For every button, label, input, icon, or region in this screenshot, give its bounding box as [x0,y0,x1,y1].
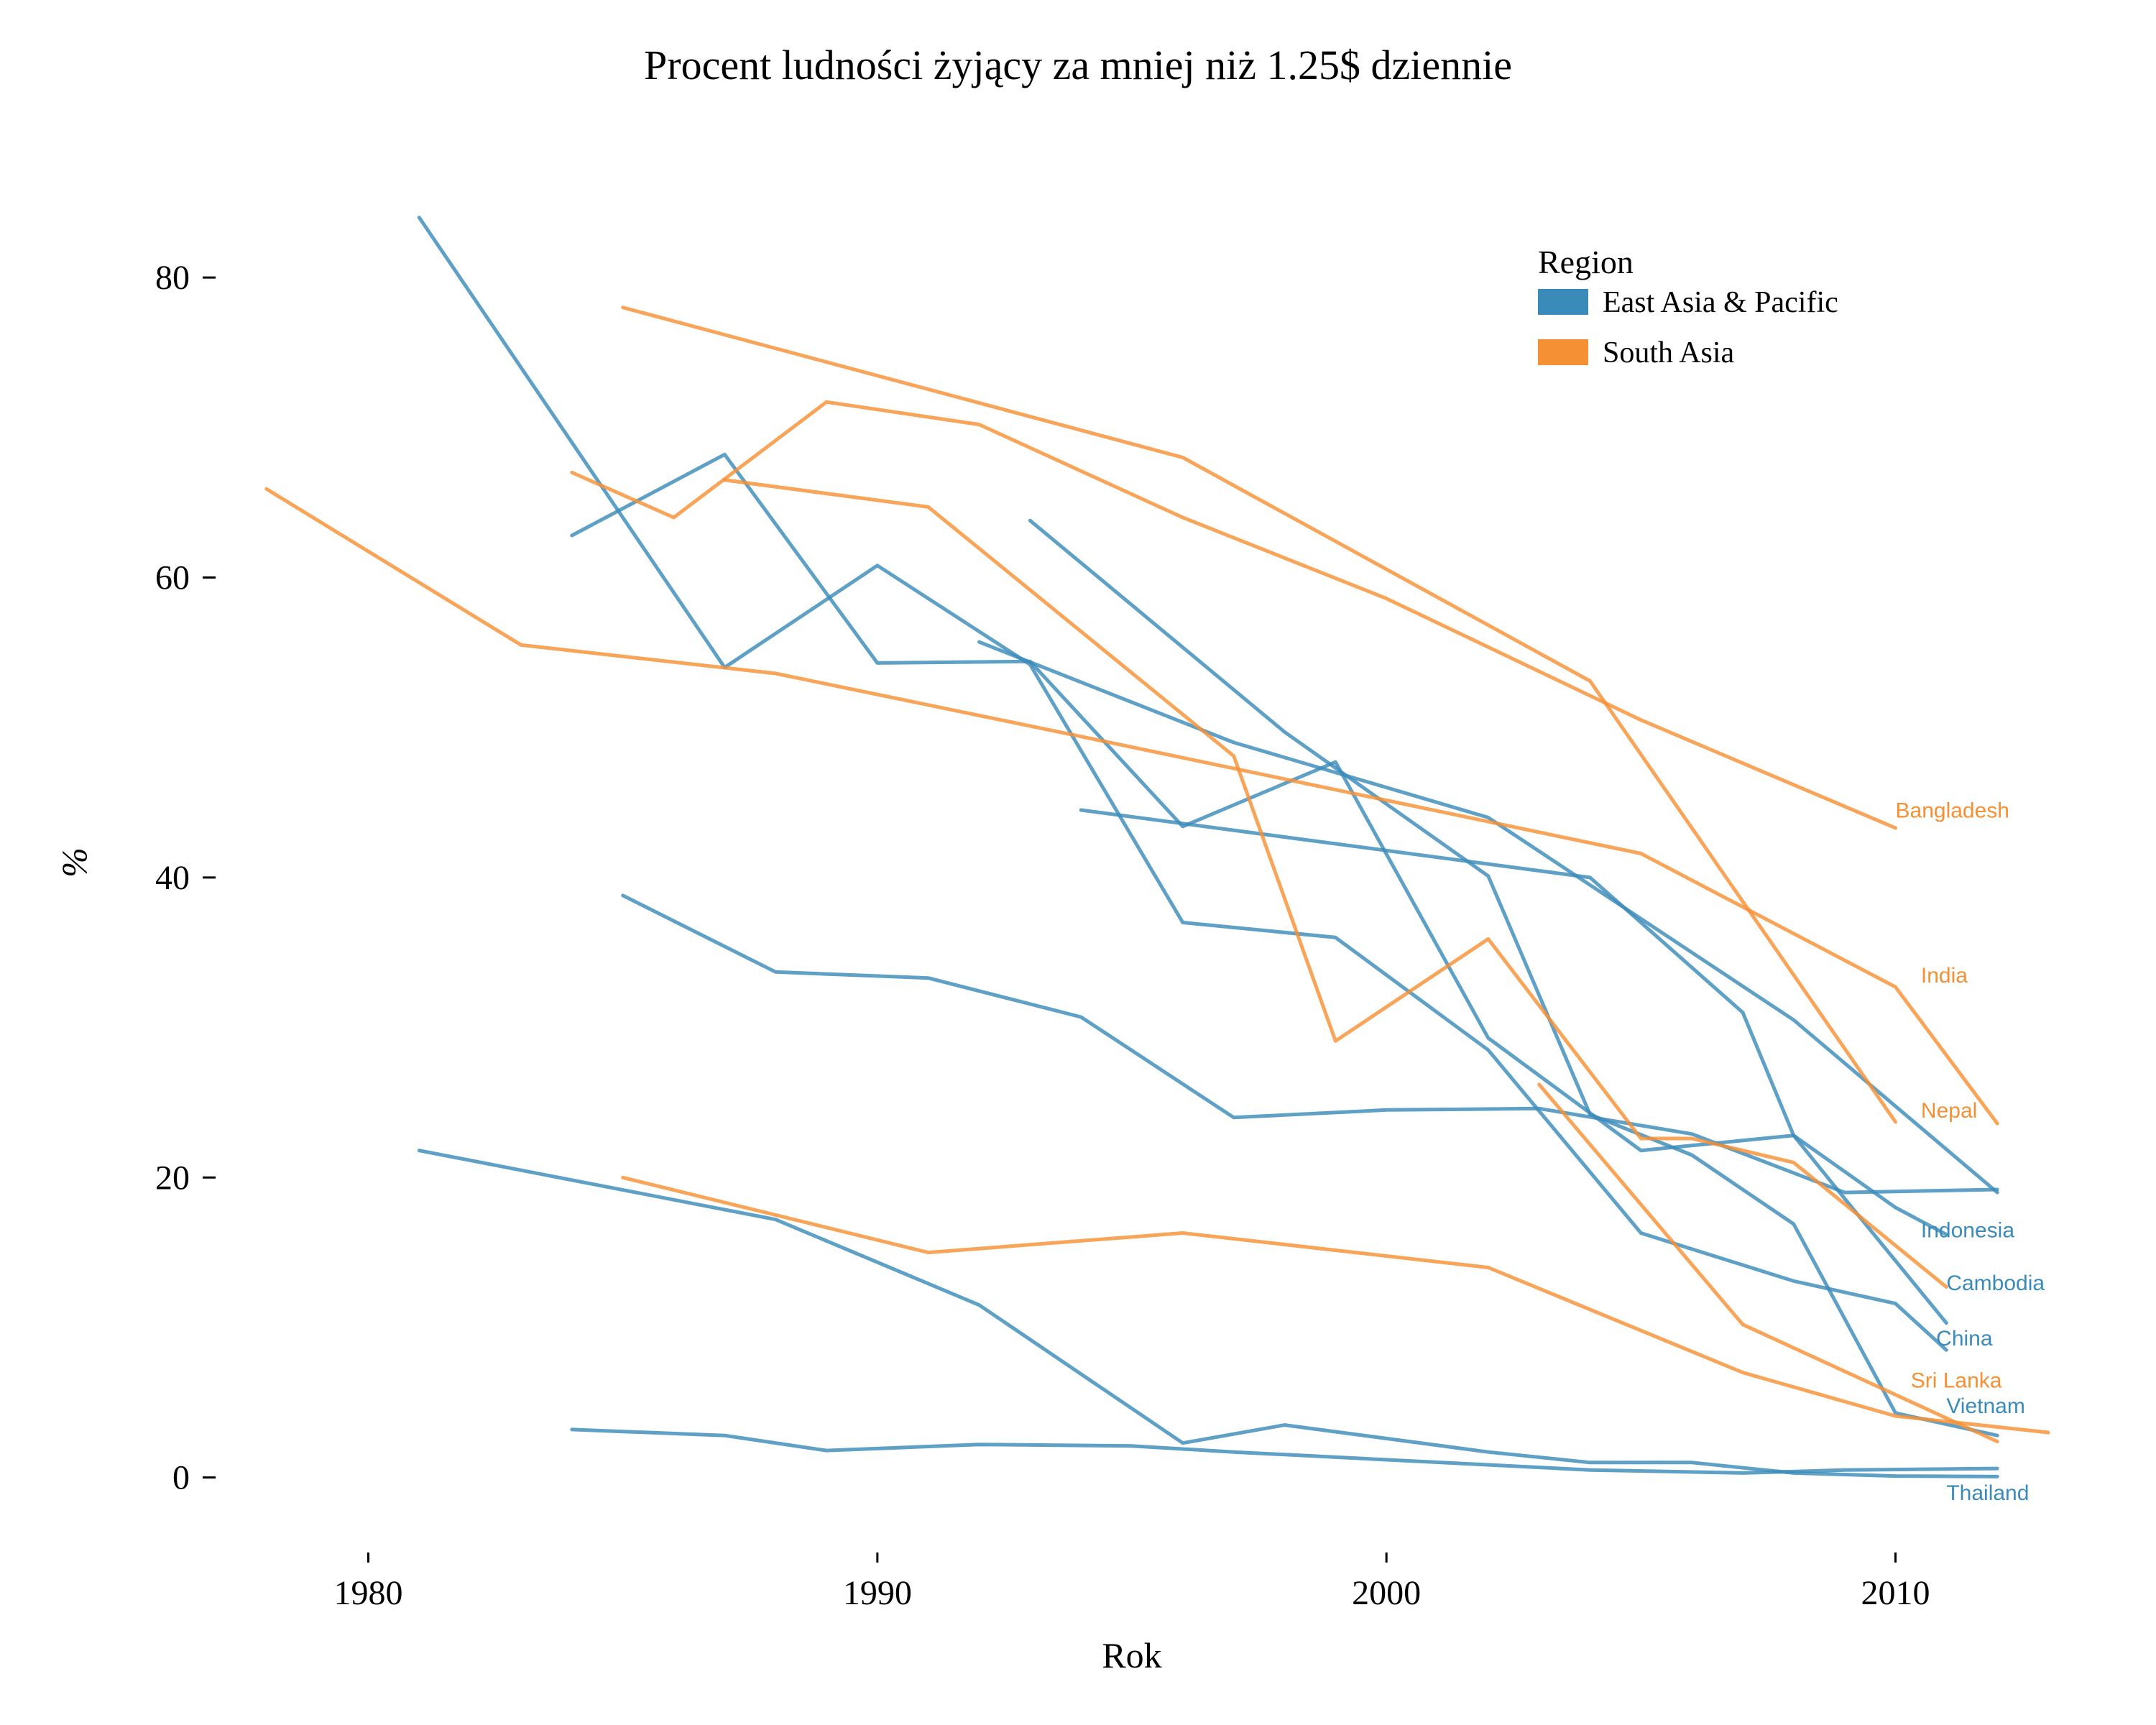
series-line-india [267,489,1997,1123]
legend-item-label: East Asia & Pacific [1603,286,1838,319]
series-line-nepal [623,308,1896,1122]
y-axis-label: % [54,847,94,878]
legend-item-label: South Asia [1603,336,1735,369]
x-axis-label: Rok [1102,1635,1161,1675]
series-line-malaysia [572,1430,1997,1473]
series-label-thailand: Thailand [1946,1481,2029,1505]
series-line-pakistan [724,480,1946,1287]
x-tick-label: 1990 [843,1574,912,1612]
y-tick-label: 0 [172,1459,190,1497]
series-label-sri-lanka: Sri Lanka [1911,1368,2002,1392]
series-label-china: China [1936,1327,1993,1351]
y-tick-label: 80 [155,259,190,297]
chart-title: Procent ludności żyjący za mniej niż 1.2… [644,42,1512,88]
series-label-cambodia: Cambodia [1946,1271,2045,1295]
series-line-philippines [623,896,1998,1192]
series-line-sri-lanka [623,1177,2048,1432]
chart-svg: Procent ludności żyjący za mniej niż 1.2… [0,0,2156,1725]
series-label-nepal: Nepal [1921,1099,1977,1123]
y-tick-label: 20 [155,1159,190,1197]
x-tick-label: 2000 [1352,1574,1421,1612]
series-line-thailand [419,1151,1997,1477]
legend-swatch [1538,339,1588,365]
x-tick-label: 1980 [334,1574,403,1612]
x-tick-label: 2010 [1861,1574,1930,1612]
series-label-vietnam: Vietnam [1946,1394,2025,1418]
legend-swatch [1538,289,1588,315]
legend-title: Region [1538,244,1634,280]
series-line-bangladesh [572,402,1896,828]
poverty-line-chart: Procent ludności żyjący za mniej niż 1.2… [0,0,2156,1725]
series-line-cambodia [1081,810,1946,1323]
series-label-indonesia: Indonesia [1921,1219,2014,1243]
series-label-bangladesh: Bangladesh [1896,799,2009,822]
y-tick-label: 40 [155,859,190,897]
y-tick-label: 60 [155,558,190,597]
series-line-china [419,218,1946,1351]
series-label-india: India [1921,964,1968,988]
